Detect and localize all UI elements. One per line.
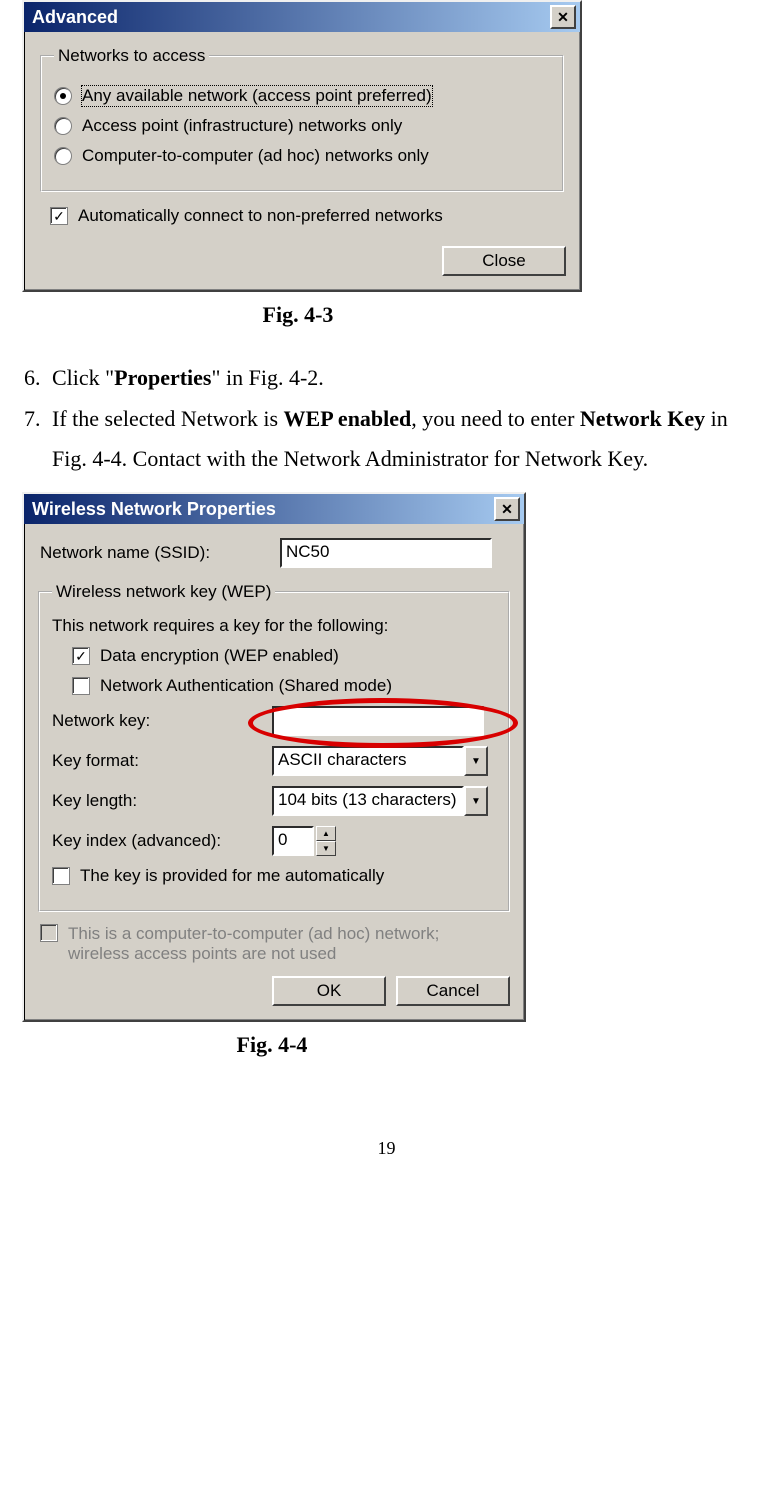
- key-index-spinner[interactable]: 0 ▲ ▼: [272, 826, 336, 856]
- page-number: 19: [18, 1138, 755, 1159]
- titlebar: Wireless Network Properties ✕: [24, 494, 524, 524]
- checkbox-label: This is a computer-to-computer (ad hoc) …: [68, 924, 439, 964]
- ssid-label: Network name (SSID):: [40, 543, 280, 563]
- checkbox-icon: ✓: [72, 647, 90, 665]
- radio-label: Any available network (access point pref…: [82, 86, 432, 106]
- key-length-label: Key length:: [52, 791, 272, 811]
- close-icon[interactable]: ✕: [550, 5, 576, 29]
- select-value: ASCII characters: [272, 746, 464, 776]
- chevron-up-icon[interactable]: ▲: [316, 826, 336, 841]
- radio-label: Computer-to-computer (ad hoc) networks o…: [82, 146, 429, 166]
- instruction-list: Click "Properties" in Fig. 4-2. If the s…: [18, 358, 755, 480]
- chevron-down-icon[interactable]: ▼: [316, 841, 336, 856]
- data-encryption-checkbox[interactable]: ✓ Data encryption (WEP enabled): [72, 646, 496, 666]
- radio-access-point-only[interactable]: Access point (infrastructure) networks o…: [54, 116, 550, 136]
- radio-icon: [54, 117, 72, 135]
- checkbox-label: Network Authentication (Shared mode): [100, 676, 392, 696]
- radio-any-network[interactable]: Any available network (access point pref…: [54, 86, 550, 106]
- checkbox-icon: [40, 924, 58, 942]
- wep-legend: Wireless network key (WEP): [52, 582, 275, 602]
- dialog-title: Wireless Network Properties: [32, 499, 276, 520]
- requires-text: This network requires a key for the foll…: [52, 616, 496, 636]
- radio-icon: [54, 147, 72, 165]
- ssid-input[interactable]: NC50: [280, 538, 492, 568]
- radio-label: Access point (infrastructure) networks o…: [82, 116, 402, 136]
- step-6: Click "Properties" in Fig. 4-2.: [46, 358, 755, 399]
- chevron-down-icon: ▼: [464, 786, 488, 816]
- network-key-input[interactable]: [272, 706, 484, 736]
- radio-icon: [54, 87, 72, 105]
- close-button[interactable]: Close: [442, 246, 566, 276]
- chevron-down-icon: ▼: [464, 746, 488, 776]
- checkbox-label: Automatically connect to non-preferred n…: [78, 206, 443, 226]
- step-7: If the selected Network is WEP enabled, …: [46, 399, 755, 480]
- key-length-select[interactable]: 104 bits (13 characters) ▼: [272, 786, 488, 816]
- ok-button[interactable]: OK: [272, 976, 386, 1006]
- key-format-select[interactable]: ASCII characters ▼: [272, 746, 488, 776]
- figure-caption-4-4: Fig. 4-4: [22, 1032, 522, 1058]
- checkbox-label: Data encryption (WEP enabled): [100, 646, 339, 666]
- checkbox-icon: ✓: [50, 207, 68, 225]
- spinner-value: 0: [272, 826, 314, 856]
- cancel-button[interactable]: Cancel: [396, 976, 510, 1006]
- group-legend: Networks to access: [54, 46, 209, 66]
- wep-group: Wireless network key (WEP) This network …: [38, 582, 510, 912]
- dialog-title: Advanced: [32, 7, 118, 28]
- key-format-label: Key format:: [52, 751, 272, 771]
- checkbox-label: The key is provided for me automatically: [80, 866, 384, 886]
- titlebar: Advanced ✕: [24, 2, 580, 32]
- checkbox-icon: [52, 867, 70, 885]
- radio-adhoc-only[interactable]: Computer-to-computer (ad hoc) networks o…: [54, 146, 550, 166]
- wireless-properties-dialog: Wireless Network Properties ✕ Network na…: [22, 492, 526, 1022]
- auto-key-checkbox[interactable]: The key is provided for me automatically: [52, 866, 496, 886]
- auto-connect-checkbox[interactable]: ✓ Automatically connect to non-preferred…: [50, 206, 562, 226]
- key-index-label: Key index (advanced):: [52, 831, 272, 851]
- advanced-dialog: Advanced ✕ Networks to access Any availa…: [22, 0, 582, 292]
- spinner-buttons: ▲ ▼: [316, 826, 336, 856]
- select-value: 104 bits (13 characters): [272, 786, 464, 816]
- checkbox-icon: [72, 677, 90, 695]
- figure-caption-4-3: Fig. 4-3: [18, 302, 578, 328]
- network-auth-checkbox[interactable]: Network Authentication (Shared mode): [72, 676, 496, 696]
- adhoc-checkbox: This is a computer-to-computer (ad hoc) …: [40, 924, 508, 964]
- close-icon[interactable]: ✕: [494, 497, 520, 521]
- networks-to-access-group: Networks to access Any available network…: [40, 46, 564, 192]
- network-key-label: Network key:: [52, 711, 272, 731]
